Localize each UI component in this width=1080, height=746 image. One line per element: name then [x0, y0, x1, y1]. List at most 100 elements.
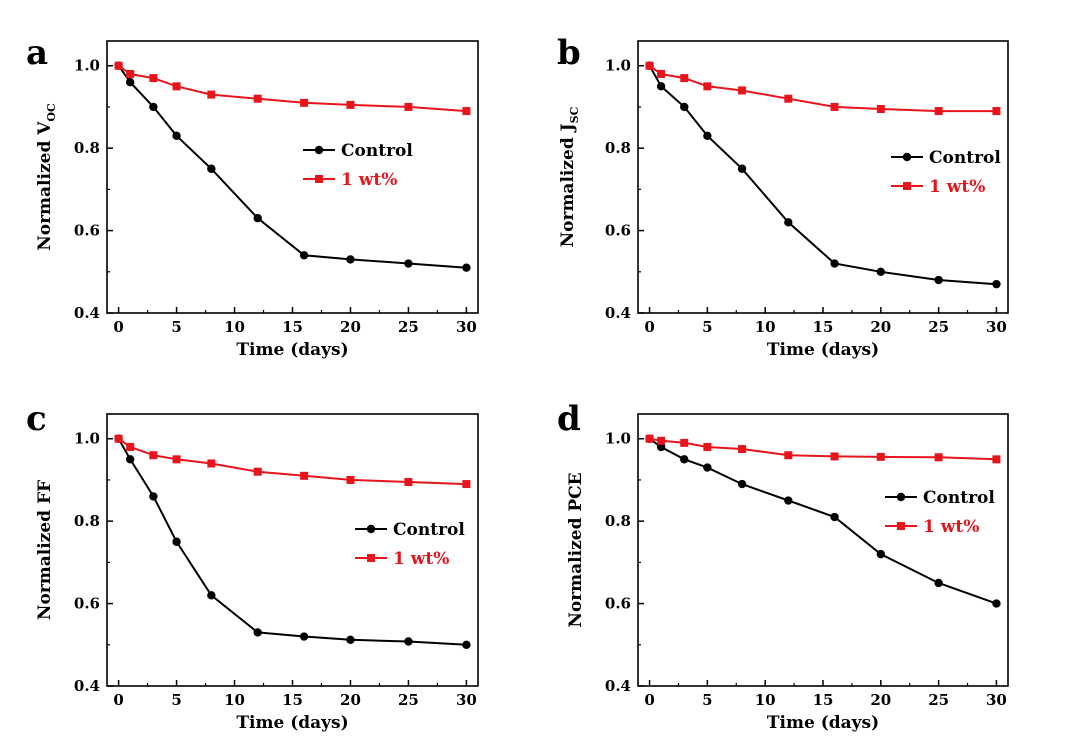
data-point-1wt: [300, 98, 309, 107]
y-axis-label: Normalized JSC: [558, 106, 581, 247]
data-point-1wt: [992, 107, 1001, 116]
x-tick-label: 10: [224, 318, 245, 336]
x-tick-label: 20: [340, 691, 361, 709]
data-point-control: [680, 455, 689, 464]
data-point-1wt: [680, 438, 689, 447]
data-point-control: [830, 259, 839, 268]
chart-panel-c: c 0 5 10 15 20 25 30 0.4 0.6 0.8 1.0 Time (days) Norm…: [26, 399, 479, 733]
x-tick-label: 25: [928, 318, 949, 336]
data-point-1wt: [703, 442, 712, 451]
legend-marker: [897, 522, 905, 530]
data-point-1wt: [172, 455, 181, 464]
data-point-control: [207, 164, 216, 173]
data-point-1wt: [404, 478, 413, 486]
x-tick-label: 0: [644, 318, 654, 336]
data-point-1wt: [126, 69, 135, 78]
series-line-control: [117, 65, 467, 269]
y-axis-label: Normalized PCE: [566, 472, 586, 627]
x-tick-label: 15: [282, 691, 303, 709]
data-point-1wt: [934, 453, 943, 462]
data-point-control: [299, 632, 309, 641]
data-point-1wt: [172, 82, 181, 91]
legend-marker: [367, 554, 375, 562]
data-point-1wt: [462, 107, 471, 116]
x-axis-label: Time (days): [767, 713, 879, 733]
y-tick-label: 0.4: [74, 304, 100, 322]
data-point-1wt: [207, 90, 216, 99]
data-point-1wt: [784, 94, 793, 103]
data-point-1wt: [992, 455, 1001, 464]
y-tick-label: 0.6: [605, 222, 631, 240]
panel-letter: a: [26, 33, 48, 73]
data-point-1wt: [114, 61, 123, 70]
data-point-control: [992, 599, 1001, 608]
legend-marker: [896, 492, 906, 502]
plot-frame: [637, 413, 1009, 687]
legend-marker: [315, 175, 323, 183]
data-point-control: [207, 591, 216, 600]
y-tick-label: 0.4: [74, 677, 100, 695]
data-point-1wt: [645, 61, 654, 70]
y-axis-label-subscript: SC: [568, 106, 581, 123]
y-axis-label: Normalized FF: [35, 480, 55, 620]
legend-label: Control: [393, 520, 465, 540]
y-tick-label: 1.0: [74, 430, 100, 448]
y-axis-label-main: Normalized V: [35, 121, 55, 251]
data-point-control: [830, 512, 839, 522]
y-tick-label: 1.0: [605, 430, 631, 448]
data-point-control: [125, 78, 135, 87]
y-axis-label-main: Normalized J: [558, 123, 578, 247]
legend-label: Control: [929, 148, 1001, 168]
data-point-1wt: [253, 94, 262, 103]
legend-label: 1 wt%: [393, 549, 449, 569]
data-point-control: [346, 255, 355, 264]
x-tick-label: 10: [755, 691, 776, 709]
panel-letter: d: [557, 399, 581, 439]
y-tick-label: 1.0: [74, 57, 100, 75]
data-point-1wt: [784, 451, 793, 460]
data-point-1wt: [830, 452, 839, 461]
y-tick-label: 0.6: [74, 222, 100, 240]
data-point-1wt: [876, 452, 885, 461]
series-line-1wt: [649, 64, 997, 113]
x-tick-label: 10: [755, 318, 776, 336]
x-tick-label: 10: [224, 691, 245, 709]
data-point-control: [656, 442, 666, 452]
legend-marker: [314, 145, 324, 155]
data-point-control: [404, 259, 413, 268]
data-point-control: [172, 537, 181, 546]
legend-label: Control: [341, 141, 413, 161]
data-point-1wt: [876, 105, 885, 113]
x-tick-label: 20: [870, 691, 891, 709]
y-axis-label-main: Normalized FF: [35, 480, 55, 620]
data-point-1wt: [738, 86, 747, 95]
panel-letter: b: [557, 33, 581, 73]
data-point-1wt: [126, 442, 135, 451]
series-line-1wt: [649, 437, 997, 461]
data-point-control: [462, 640, 471, 649]
data-point-1wt: [346, 475, 355, 484]
data-point-1wt: [114, 434, 123, 443]
x-axis-label: Time (days): [767, 340, 879, 360]
data-point-1wt: [346, 100, 355, 109]
x-tick-label: 0: [644, 691, 654, 709]
data-point-control: [876, 267, 886, 276]
data-point-control: [299, 251, 309, 260]
x-tick-label: 20: [340, 318, 361, 336]
chart-panel-b: b 0 5 10 15 20 25 30 0.4 0.6 0.8 1.0 Time (days) Norm…: [557, 33, 1009, 360]
series-line-1wt: [118, 64, 467, 113]
series-line-control: [649, 437, 997, 605]
data-point-1wt: [404, 102, 413, 111]
x-tick-label: 30: [456, 691, 477, 709]
data-point-1wt: [645, 434, 654, 443]
legend-marker: [903, 182, 911, 190]
data-point-1wt: [934, 107, 943, 116]
x-tick-label: 30: [456, 318, 477, 336]
x-tick-label: 15: [813, 691, 834, 709]
data-point-control: [172, 131, 181, 140]
chart-panel-d: d 0 5 10 15 20 25 30 0.4 0.6 0.8 1.0 Time (days) Norm…: [557, 399, 1009, 733]
data-point-1wt: [149, 451, 158, 460]
x-tick-label: 0: [113, 691, 123, 709]
data-point-1wt: [703, 82, 712, 91]
